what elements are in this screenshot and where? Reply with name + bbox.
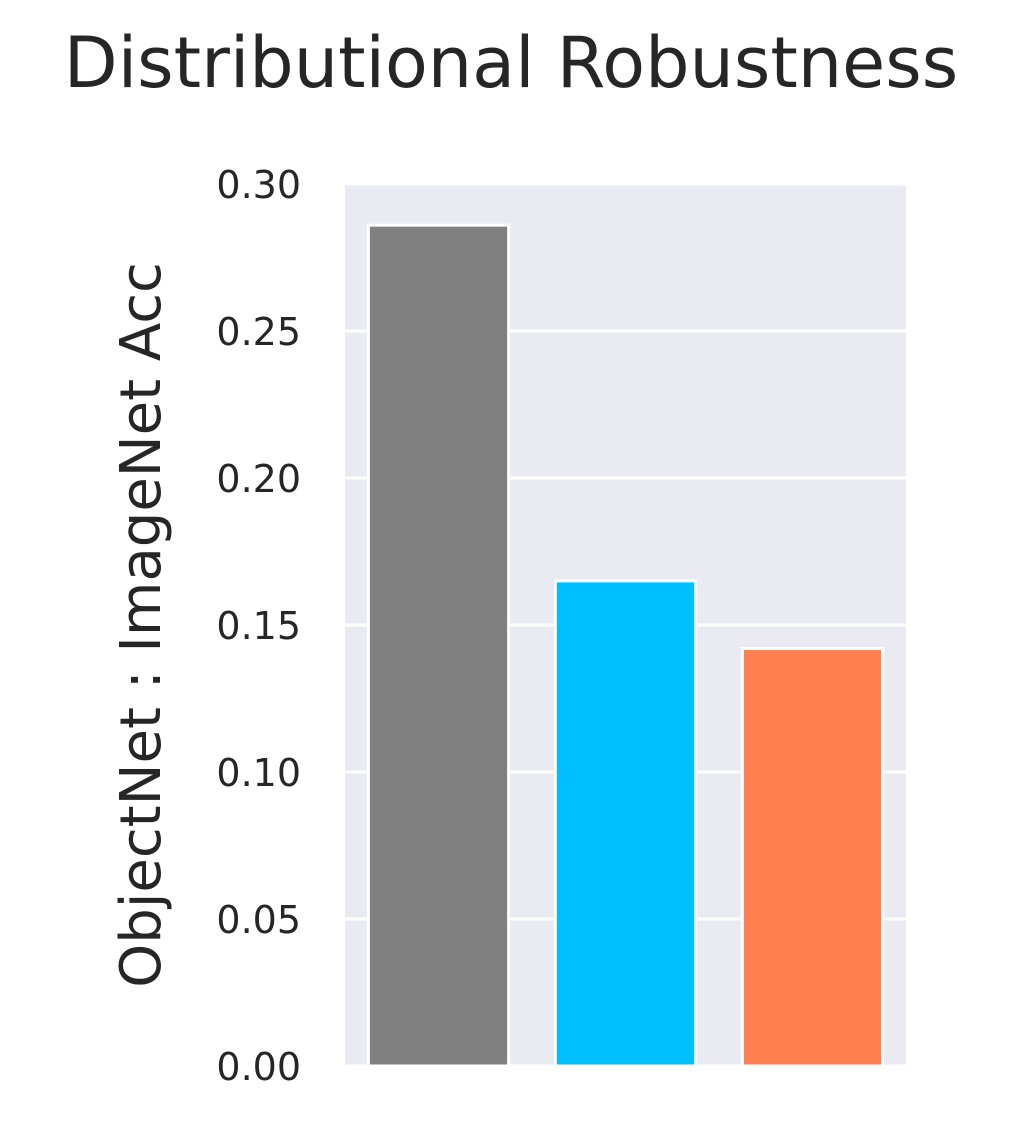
bar [553,579,698,1068]
bar [740,647,885,1068]
y-tick-label: 0.15 [216,604,301,648]
y-tick-label: 0.05 [216,898,301,942]
y-tick-label: 0.00 [216,1045,301,1089]
y-tick-label: 0.10 [216,751,301,795]
chart-title: Distributional Robustness [64,22,958,104]
y-axis-label: ObjectNet : ImageNet Acc [109,262,174,988]
y-tick-label: 0.25 [216,310,301,354]
y-tick-label: 0.30 [216,163,301,207]
bars [366,223,885,1068]
y-axis-ticks: 0.00 0.05 0.10 0.15 0.20 0.25 0.30 [216,163,301,1089]
y-tick-label: 0.20 [216,457,301,501]
bar [366,223,511,1068]
